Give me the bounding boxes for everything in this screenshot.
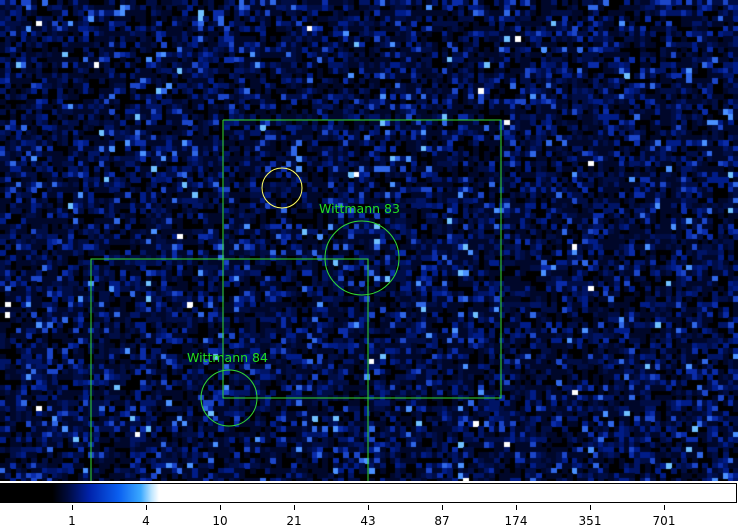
colorbar-tick-label: 4: [142, 514, 150, 528]
colorbar-tick: [294, 505, 295, 510]
field-box-lower[interactable]: [90, 258, 369, 481]
xray-count-image[interactable]: [0, 0, 738, 481]
colorbar-tick-label: 21: [286, 514, 302, 528]
source-circle[interactable]: [261, 167, 303, 209]
region-overlay[interactable]: Wittmann 83 Wittmann 84: [0, 0, 738, 481]
colorbar-tick: [368, 505, 369, 510]
colorbar-tick: [72, 505, 73, 510]
colorbar-tick: [590, 505, 591, 510]
image-display[interactable]: Wittmann 83 Wittmann 84: [0, 0, 738, 481]
colorbar-tick: [220, 505, 221, 510]
wittmann-83-circle[interactable]: [324, 220, 400, 296]
colorbar-tick-label: 87: [434, 514, 450, 528]
colorbar-tick-label: 43: [360, 514, 376, 528]
wittmann-83-label: Wittmann 83: [319, 201, 400, 216]
colorbar-tick: [146, 505, 147, 510]
colorbar-tick-label: 174: [504, 514, 528, 528]
colorbar[interactable]: [0, 483, 737, 503]
colorbar-tick-label: 1: [68, 514, 76, 528]
colorbar-tick-label: 701: [652, 514, 676, 528]
colorbar-tick: [442, 505, 443, 510]
colorbar-tick-label: 351: [578, 514, 602, 528]
colorbar-tick: [664, 505, 665, 510]
colorbar-tick: [516, 505, 517, 510]
wittmann-84-label: Wittmann 84: [187, 350, 268, 365]
wittmann-84-circle[interactable]: [200, 369, 258, 427]
colorbar-tick-label: 10: [212, 514, 228, 528]
field-box-upper[interactable]: [222, 119, 502, 399]
colorbar-panel: 1 4 10 21 43 87 174 351 701: [0, 481, 738, 528]
